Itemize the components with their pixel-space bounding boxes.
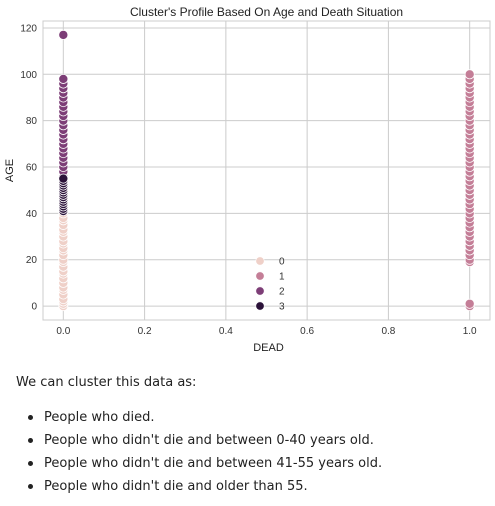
- y-tick-label: 100: [20, 70, 37, 81]
- scatter-chart: Cluster's Profile Based On Age and Death…: [4, 5, 491, 354]
- y-tick-label: 120: [20, 23, 37, 34]
- legend-marker: [255, 301, 265, 311]
- data-point-cluster-1: [464, 69, 475, 80]
- data-point-cluster-1: [464, 298, 475, 309]
- y-tick-label: 0: [31, 302, 37, 313]
- y-tick-label: 60: [26, 163, 38, 174]
- note-item: People who didn't die and between 41-55 …: [28, 452, 486, 475]
- legend-label: 3: [279, 302, 285, 313]
- note-item: People who didn't die and older than 55.: [28, 475, 486, 498]
- x-tick-label: 0.0: [56, 326, 70, 337]
- plot-frame: [42, 20, 491, 321]
- x-tick-label: 0.4: [219, 326, 233, 337]
- notes-intro: We can cluster this data as:: [16, 375, 197, 390]
- x-tick-label: 0.6: [300, 326, 314, 337]
- x-tick-label: 1.0: [463, 326, 477, 337]
- note-item: People who died.: [28, 406, 486, 429]
- notes-list: People who died. People who didn't die a…: [16, 406, 486, 498]
- y-tick-label: 80: [26, 116, 38, 127]
- data-point-cluster-2: [58, 73, 69, 84]
- x-tick-label: 0.8: [381, 326, 395, 337]
- y-tick-label: 20: [26, 255, 38, 266]
- legend-label: 1: [279, 272, 285, 283]
- data-point-cluster-2: [58, 29, 69, 40]
- legend-marker: [255, 256, 265, 266]
- scatter-chart-svg: Cluster's Profile Based On Age and Death…: [4, 5, 491, 354]
- x-axis-label: DEAD: [253, 342, 284, 354]
- data-point-cluster-3: [58, 173, 69, 184]
- notes-section: We can cluster this data as: People who …: [16, 372, 486, 498]
- legend-label: 2: [279, 287, 285, 298]
- x-tick-label: 0.2: [138, 326, 152, 337]
- legend-marker: [255, 271, 265, 281]
- y-tick-label: 40: [26, 209, 38, 220]
- note-item: People who didn't die and between 0-40 y…: [28, 429, 486, 452]
- legend-marker: [255, 286, 265, 296]
- plot-area: [43, 21, 490, 320]
- chart-title: Cluster's Profile Based On Age and Death…: [130, 5, 403, 19]
- y-axis-label: AGE: [4, 159, 16, 182]
- legend-label: 0: [279, 257, 285, 268]
